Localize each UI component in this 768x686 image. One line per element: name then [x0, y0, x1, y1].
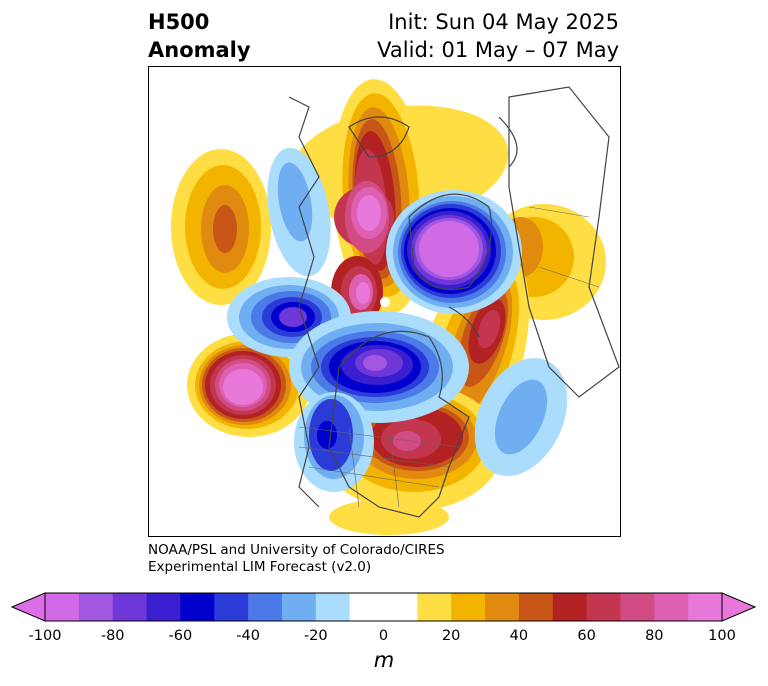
coastlines — [288, 86, 620, 518]
colorbar-cell — [78, 593, 114, 621]
anomaly-map — [148, 66, 621, 537]
map-svg — [171, 79, 620, 535]
colorbar-tick-label: -20 — [303, 628, 328, 644]
colorbar-tick-label: -100 — [28, 628, 62, 644]
colorbar-cell — [485, 593, 520, 621]
colorbar-tick-label: 20 — [441, 628, 461, 644]
colorbar-tick-label: 80 — [645, 628, 664, 644]
colorbar-cell — [383, 593, 418, 621]
colorbar-tick-label: -40 — [236, 628, 260, 644]
colorbar-tick-label: 40 — [509, 628, 529, 644]
colorbar-cell — [45, 593, 80, 621]
colorbar-cell — [214, 593, 249, 621]
colorbar-cell — [518, 593, 554, 621]
colorbar-cell — [315, 593, 351, 621]
colorbar-cell — [248, 593, 283, 621]
colorbar-cell — [281, 593, 317, 621]
colorbar-tick-label: -80 — [100, 628, 125, 644]
colorbar-tick-label: 60 — [577, 628, 596, 644]
forecast-dates: Init: Sun 04 May 2025 Valid: 01 May – 07… — [377, 8, 619, 64]
colorbar-cell — [552, 593, 588, 621]
colorbar-cell — [180, 593, 215, 621]
colorbar-cell — [112, 593, 148, 621]
positive-anomaly-northeast-pacific — [187, 333, 311, 437]
title-line-2: Anomaly — [148, 38, 251, 62]
title-line-1: H500 — [148, 10, 210, 34]
colorbar-frame — [44, 592, 723, 622]
colorbar-cell — [620, 593, 655, 621]
colorbar-unit: m — [373, 648, 395, 672]
negative-anomaly-alaska-hudson — [227, 277, 469, 492]
negative-anomaly-north-atlantic — [474, 358, 568, 476]
colorbar-cell — [417, 593, 452, 621]
credit-line-2: Experimental LIM Forecast (v2.0) — [148, 559, 372, 575]
credit-line-1: NOAA/PSL and University of Colorado/CIRE… — [148, 542, 445, 558]
positive-anomaly-north-pacific — [171, 149, 271, 305]
colorbar-over-arrow — [721, 592, 757, 622]
colorbar-cell — [349, 593, 384, 621]
negative-anomaly-baffin — [386, 190, 522, 314]
colorbar-tick-label: -60 — [168, 628, 193, 644]
valid-range: Valid: 01 May – 07 May — [377, 38, 619, 62]
colorbar-cell — [688, 593, 723, 621]
init-date: Init: Sun 04 May 2025 — [388, 10, 619, 34]
colorbar-under-arrow — [10, 592, 46, 622]
borders — [298, 206, 600, 508]
map-title: H500 Anomaly — [148, 8, 251, 64]
colorbar — [10, 592, 757, 622]
credit-text: NOAA/PSL and University of Colorado/CIRE… — [148, 542, 445, 576]
colorbar-cell — [146, 593, 181, 621]
colorbar-cell — [451, 593, 486, 621]
colorbar-tick-label: 0 — [378, 628, 389, 644]
colorbar-cell — [654, 593, 689, 621]
colorbar-cell — [586, 593, 621, 621]
colorbar-tick-label: 100 — [708, 628, 736, 644]
